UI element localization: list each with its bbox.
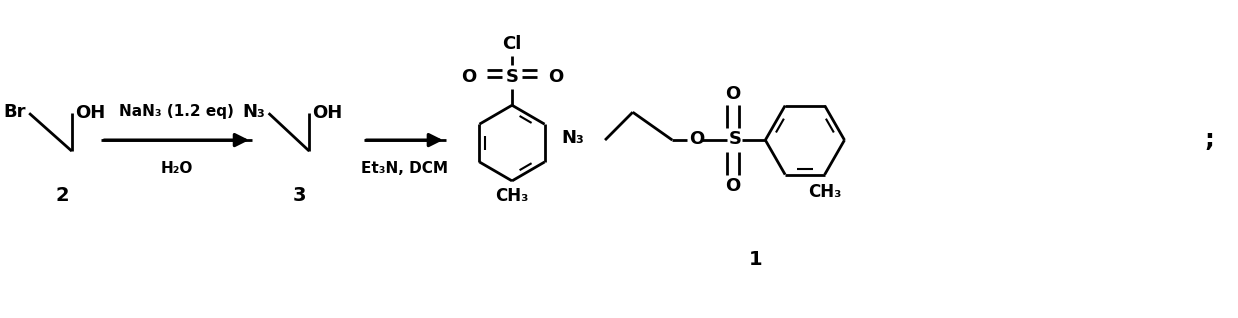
Text: S: S	[729, 130, 742, 148]
Text: H₂O: H₂O	[161, 162, 193, 176]
Text: Br: Br	[4, 103, 26, 121]
Text: Cl: Cl	[503, 35, 521, 52]
Text: O: O	[547, 68, 563, 86]
Text: CH₃: CH₃	[808, 183, 842, 201]
Text: O: O	[725, 85, 740, 103]
Text: CH₃: CH₃	[495, 187, 529, 205]
Text: OH: OH	[312, 104, 343, 122]
Text: N₃: N₃	[241, 103, 265, 121]
Text: ;: ;	[1205, 128, 1214, 152]
Text: OH: OH	[74, 104, 105, 122]
Text: O: O	[690, 130, 704, 148]
Text: NaN₃ (1.2 eq): NaN₃ (1.2 eq)	[119, 104, 234, 119]
Text: 1: 1	[749, 250, 763, 269]
Text: S: S	[505, 68, 519, 86]
Text: O: O	[461, 68, 477, 86]
Text: N₃: N₃	[562, 129, 584, 147]
Text: Et₃N, DCM: Et₃N, DCM	[361, 162, 448, 176]
Text: 2: 2	[54, 186, 68, 205]
Text: 3: 3	[292, 186, 306, 205]
Text: O: O	[725, 177, 740, 195]
